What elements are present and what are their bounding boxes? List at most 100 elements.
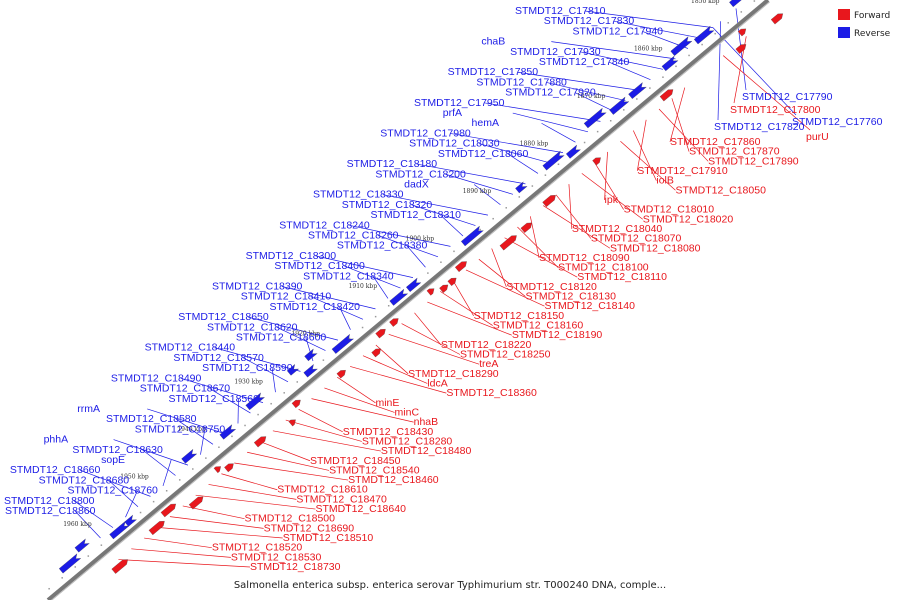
reverse-label-leader (411, 204, 476, 226)
tick-dot (74, 566, 77, 568)
forward-gene (439, 284, 449, 293)
reverse-label-leader (440, 214, 464, 237)
reverse-gene (331, 333, 354, 354)
reverse-label-leader (517, 71, 639, 91)
reverse-gene (460, 225, 484, 247)
reverse-label-leader (162, 459, 172, 487)
reverse-label-leader (310, 296, 364, 320)
reverse-label-leader (180, 378, 264, 403)
reverse-label-leader (372, 276, 389, 299)
forward-gene-label: ldcA (427, 377, 447, 389)
scale-mark-label: 1920 kbp (291, 331, 320, 338)
tick-dot (48, 587, 50, 590)
forward-label-leader (324, 387, 395, 413)
scale-mark-label: 1890 kbp (463, 188, 492, 195)
reverse-gene-label: STMDT12_C18380 (337, 240, 428, 252)
tick-dot (192, 468, 194, 470)
reverse-gene-label: STMDT12_C18660 (10, 464, 101, 476)
tick-dot (492, 217, 494, 220)
reverse-gene (286, 363, 300, 376)
forward-label-leader (195, 494, 316, 510)
reverse-gene (609, 96, 630, 115)
forward-gene-label: STMDT12_C18090 (539, 252, 630, 264)
tick-dot (374, 315, 377, 318)
forward-gene-label: STMDT12_C18460 (348, 474, 439, 486)
reverse-gene-label: STMDT12_C17980 (380, 127, 471, 139)
genome-backbone: 1850 kbp 1860 kbp 1870 kbp 1880 kbp 1890 kbp… (46, 0, 770, 600)
forward-gene-label: STMDT12_C18120 (506, 281, 597, 293)
tick-dot (649, 87, 651, 89)
reverse-label-leader (349, 224, 451, 247)
tick-dot (740, 11, 743, 13)
reverse-label-leader (108, 480, 139, 508)
forward-label-leader (157, 527, 283, 539)
tick-dot (505, 207, 507, 209)
reverse-label-leader (507, 153, 539, 174)
forward-gene (659, 89, 674, 102)
reverse-label-leader (344, 265, 401, 289)
forward-label-leader (362, 355, 428, 384)
reverse-label-leader (142, 449, 176, 476)
forward-label-leader (350, 366, 447, 394)
forward-gene (520, 222, 533, 233)
forward-gene (213, 466, 221, 474)
forward-gene (291, 399, 301, 409)
forward-gene (447, 277, 457, 287)
forward-label-leader (620, 140, 676, 191)
reverse-gene-label: STMDT12_C18320 (342, 199, 433, 211)
tick-dot (61, 577, 63, 579)
tick-dot (361, 326, 364, 329)
reverse-gene-label: prfA (443, 107, 462, 119)
forward-gene (160, 503, 176, 518)
reverse-label-leader (551, 41, 676, 60)
forward-label-leader (285, 419, 362, 442)
forward-label-leader (478, 258, 526, 297)
tick-dot (440, 261, 442, 263)
tick-dot (714, 32, 716, 35)
forward-gene (224, 463, 234, 473)
forward-label-leader (234, 462, 349, 481)
forward-gene-label: STMDT12_C18100 (558, 262, 649, 274)
reverse-gene (406, 277, 422, 292)
tick-dot (609, 119, 612, 122)
scale-mark-label: 1950 kbp (120, 473, 149, 480)
forward-label-leader (118, 559, 251, 568)
reverse-gene (58, 553, 82, 574)
forward-label-leader (452, 280, 474, 317)
reverse-label-leader (483, 102, 601, 122)
map-caption: Salmonella enterica subsp. enterica sero… (234, 580, 666, 591)
forward-gene-label: STMDT12_C18040 (572, 223, 663, 235)
gene-labels: STMDT12_C17810STMDT12_C17830STMDT12_C179… (4, 5, 883, 573)
reverse-label-leader (214, 347, 301, 372)
forward-label-leader (529, 216, 540, 258)
forward-label-leader (375, 344, 409, 375)
reverse-gene-label: STMDT12_C18260 (308, 229, 399, 241)
forward-gene-label: STMDT12_C18050 (675, 184, 766, 196)
reverse-gene (245, 392, 265, 411)
tick-dot (583, 141, 586, 144)
reverse-gene-label: STMDT12_C18570 (173, 352, 264, 364)
scale-mark-label: 1880 kbp (520, 141, 549, 148)
forward-gene-label: STMDT12_C18480 (381, 445, 472, 457)
reverse-gene (219, 424, 237, 440)
reverse-gene (181, 448, 198, 464)
forward-gene-label: STMDT12_C18020 (643, 213, 734, 225)
forward-gene (188, 496, 204, 510)
reverse-gene-label: STMDT12_C18400 (274, 260, 365, 272)
reverse-gene-label: STMDT12_C18590 (202, 362, 293, 374)
forward-label-leader (337, 376, 376, 404)
forward-gene-label: STMDT12_C18280 (362, 435, 453, 447)
reverse-gene-label: STMDT12_C18330 (313, 189, 404, 201)
reverse-gene-label: STMDT12_C18240 (279, 219, 370, 231)
forward-gene (454, 261, 467, 273)
forward-label-leader (517, 226, 559, 268)
forward-gene (770, 13, 784, 25)
forward-label-leader (388, 333, 480, 365)
reverse-gene-label: rrmA (77, 403, 100, 415)
reverse-label-leader (271, 368, 276, 393)
forward-label-leader (401, 323, 461, 355)
forward-gene (592, 157, 601, 166)
reverse-label-leader (575, 92, 614, 112)
reverse-gene-label: STMDT12_C18310 (371, 209, 462, 221)
right-gene-label: STMDT12_C17800 (730, 104, 821, 116)
